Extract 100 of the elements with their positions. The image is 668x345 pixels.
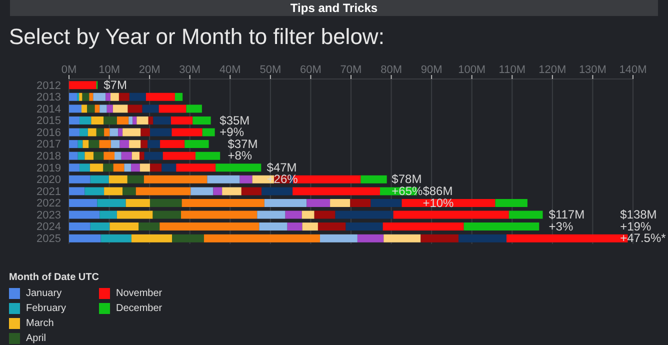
- y-tick-label: 2013: [36, 92, 61, 104]
- chart-title: Select by Year or Month to filter below:: [9, 24, 384, 50]
- x-tick-label: 60M: [300, 64, 322, 76]
- bar: [69, 140, 78, 148]
- bar: [82, 140, 89, 148]
- bar: [113, 164, 124, 172]
- bar: [262, 187, 293, 196]
- y-tick-label: 2025: [36, 233, 61, 246]
- bar: [302, 210, 314, 219]
- bar: [216, 164, 262, 172]
- bar: [357, 234, 384, 242]
- bar: [84, 187, 104, 196]
- bar: [69, 198, 98, 207]
- bar: [136, 116, 148, 124]
- x-tick-label: 10M: [98, 64, 120, 76]
- bar: [393, 210, 509, 219]
- bar: [127, 175, 144, 184]
- bar: [172, 234, 204, 242]
- bar: [146, 92, 175, 101]
- bar: [202, 128, 215, 136]
- bar: [458, 234, 507, 242]
- legend-label: February: [26, 303, 66, 314]
- legend-label: January: [26, 288, 62, 299]
- x-tick-label: 50M: [260, 64, 282, 76]
- bar: [69, 81, 96, 90]
- bar: [335, 210, 394, 219]
- annotation: $86M: [422, 184, 453, 198]
- y-tick-label: 2020: [36, 174, 61, 186]
- bar: [370, 198, 402, 207]
- bar: [292, 187, 380, 196]
- bar: [190, 187, 214, 196]
- bar: [121, 152, 132, 160]
- bar: [148, 116, 154, 124]
- bar: [91, 116, 104, 124]
- bar: [162, 164, 176, 172]
- legend-label: March: [26, 318, 54, 329]
- bar: [114, 152, 122, 160]
- bar: [182, 198, 264, 207]
- bar: [94, 152, 104, 160]
- bar: [320, 234, 358, 242]
- bar: [180, 210, 258, 219]
- bar: [382, 222, 464, 231]
- bar: [144, 175, 208, 184]
- bar: [142, 104, 159, 113]
- bar: [508, 210, 543, 219]
- bar: [170, 116, 193, 124]
- x-tick-label: 0M: [61, 64, 77, 76]
- bar: [132, 152, 140, 160]
- x-tick-label: 120M: [538, 64, 566, 76]
- bar: [88, 140, 100, 148]
- bar: [153, 116, 171, 124]
- x-tick-label: 140M: [619, 64, 647, 76]
- bar: [150, 164, 162, 172]
- bar: [69, 222, 90, 231]
- bar: [116, 210, 153, 219]
- bar: [110, 222, 139, 231]
- bar: [90, 175, 109, 184]
- x-tick-label: 80M: [380, 64, 402, 76]
- bar: [124, 164, 132, 172]
- bar: [69, 152, 78, 160]
- bar: [140, 140, 148, 148]
- y-tick-label: 2014: [36, 103, 61, 116]
- bar: [112, 104, 128, 113]
- bar: [128, 104, 142, 113]
- bar: [162, 152, 196, 160]
- y-tick-label: 2017: [36, 138, 61, 151]
- x-tick-label: 40M: [219, 64, 241, 76]
- bar: [106, 92, 110, 101]
- bar: [99, 140, 111, 148]
- bar: [138, 222, 160, 231]
- bar: [264, 198, 307, 207]
- bar: [69, 128, 80, 136]
- bar: [174, 92, 183, 101]
- bar: [122, 187, 136, 196]
- bar: [136, 187, 191, 196]
- annotation: $78M: [392, 172, 422, 186]
- text: Tips and Tricks: [290, 1, 378, 15]
- bar: [259, 222, 288, 231]
- bar: [240, 175, 252, 184]
- x-tick-label: 90M: [420, 64, 442, 76]
- bar: [69, 187, 85, 196]
- bar: [172, 128, 202, 136]
- bar: [192, 116, 211, 124]
- y-tick-label: 2024: [36, 221, 61, 234]
- annotation: $138M: [620, 208, 657, 222]
- bar: [257, 210, 286, 219]
- y-tick-label: 2018: [36, 150, 61, 163]
- bar: [495, 198, 528, 207]
- bar: [79, 128, 88, 136]
- bar: [69, 116, 80, 124]
- bar: [100, 210, 117, 219]
- bar: [126, 198, 150, 207]
- bar: [88, 128, 96, 136]
- bar: [346, 222, 383, 231]
- bar: [132, 116, 137, 124]
- y-tick-label: 2016: [36, 126, 61, 139]
- legend-title: Month of Date UTC: [9, 272, 100, 283]
- bar: [176, 164, 216, 172]
- bar: [302, 222, 318, 231]
- bar: [104, 128, 110, 136]
